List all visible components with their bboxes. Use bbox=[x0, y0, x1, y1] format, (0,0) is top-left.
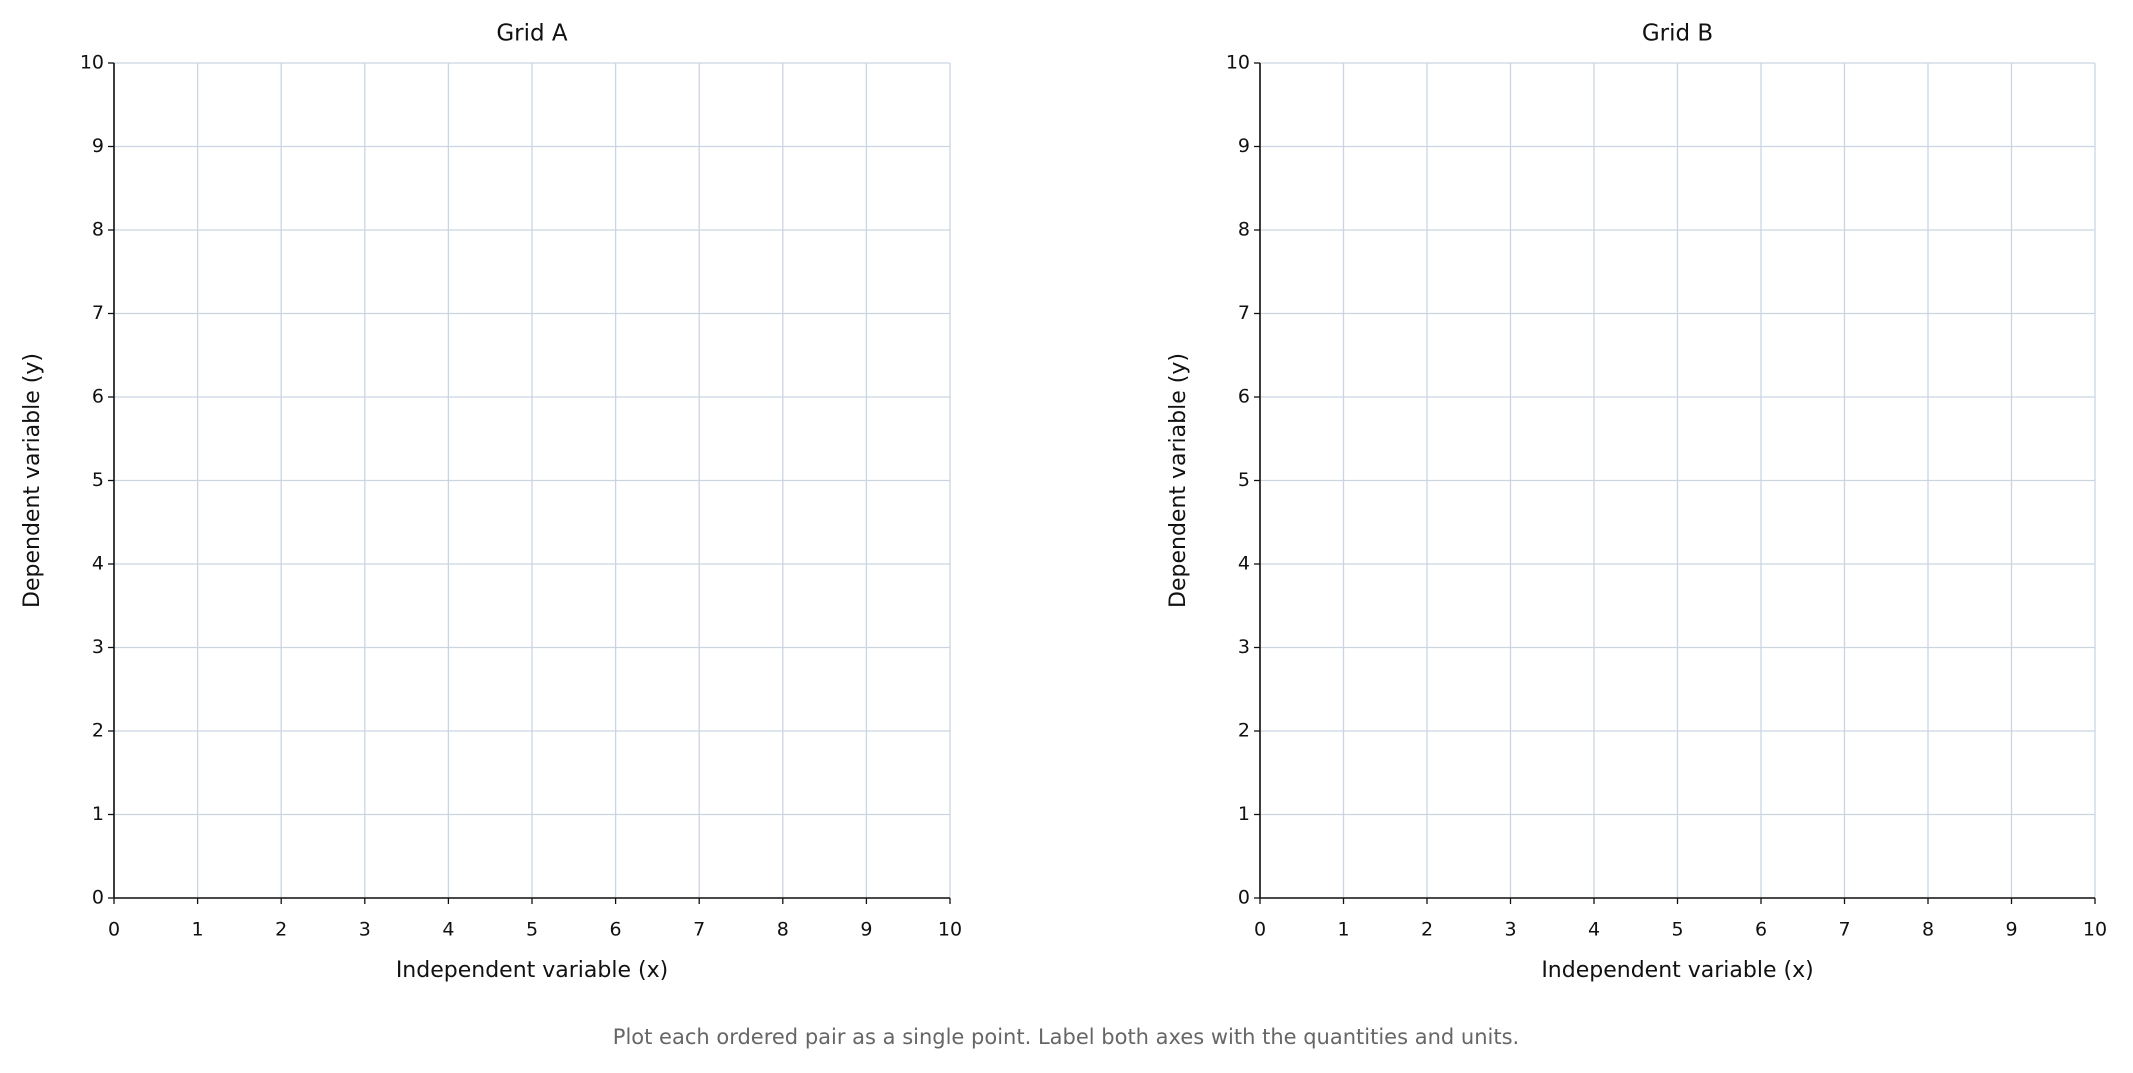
x-axis-label: Independent variable (x) bbox=[1541, 958, 1813, 983]
y-tick-label: 9 bbox=[92, 135, 104, 157]
y-tick-label: 0 bbox=[1238, 887, 1250, 909]
y-tick-label: 6 bbox=[1238, 386, 1250, 408]
chart-title: Grid B bbox=[1642, 21, 1713, 47]
x-tick-label: 7 bbox=[693, 919, 705, 941]
x-tick-label: 1 bbox=[192, 919, 204, 941]
y-tick-label: 3 bbox=[92, 636, 104, 658]
x-tick-label: 6 bbox=[610, 919, 622, 941]
y-tick-label: 0 bbox=[92, 887, 104, 909]
x-tick-label: 2 bbox=[1421, 919, 1433, 941]
y-tick-label: 1 bbox=[1238, 803, 1250, 825]
y-tick-label: 4 bbox=[1238, 553, 1250, 575]
x-tick-label: 1 bbox=[1337, 919, 1349, 941]
y-tick-label: 5 bbox=[92, 469, 104, 491]
x-tick-label: 3 bbox=[1504, 919, 1516, 941]
x-tick-label: 6 bbox=[1755, 919, 1767, 941]
y-tick-label: 10 bbox=[80, 52, 104, 74]
x-tick-label: 0 bbox=[1254, 919, 1266, 941]
y-tick-label: 7 bbox=[92, 302, 104, 324]
x-tick-label: 3 bbox=[359, 919, 371, 941]
y-tick-label: 7 bbox=[1238, 302, 1250, 324]
y-tick-label: 8 bbox=[92, 219, 104, 241]
chart-title: Grid A bbox=[496, 21, 568, 47]
x-tick-label: 5 bbox=[526, 919, 538, 941]
x-tick-label: 9 bbox=[2005, 919, 2017, 941]
y-tick-label: 3 bbox=[1238, 636, 1250, 658]
x-tick-label: 8 bbox=[1922, 919, 1934, 941]
x-tick-label: 8 bbox=[777, 919, 789, 941]
x-tick-label: 2 bbox=[275, 919, 287, 941]
y-tick-label: 6 bbox=[92, 386, 104, 408]
x-tick-label: 7 bbox=[1838, 919, 1850, 941]
y-tick-label: 2 bbox=[1238, 720, 1250, 742]
y-axis-label: Dependent variable (y) bbox=[1166, 353, 1191, 608]
x-tick-label: 9 bbox=[860, 919, 872, 941]
y-tick-label: 9 bbox=[1238, 135, 1250, 157]
x-tick-label: 5 bbox=[1671, 919, 1683, 941]
y-tick-label: 1 bbox=[92, 803, 104, 825]
y-axis-label: Dependent variable (y) bbox=[20, 353, 45, 608]
caption: Plot each ordered pair as a single point… bbox=[613, 1025, 1519, 1049]
x-tick-label: 10 bbox=[938, 919, 962, 941]
y-tick-label: 4 bbox=[92, 553, 104, 575]
y-tick-label: 8 bbox=[1238, 219, 1250, 241]
x-axis-label: Independent variable (x) bbox=[396, 958, 668, 983]
y-tick-label: 5 bbox=[1238, 469, 1250, 491]
x-tick-label: 4 bbox=[442, 919, 454, 941]
x-tick-label: 10 bbox=[2083, 919, 2107, 941]
y-tick-label: 10 bbox=[1226, 52, 1250, 74]
x-tick-label: 4 bbox=[1588, 919, 1600, 941]
x-tick-label: 0 bbox=[108, 919, 120, 941]
y-tick-label: 2 bbox=[92, 720, 104, 742]
